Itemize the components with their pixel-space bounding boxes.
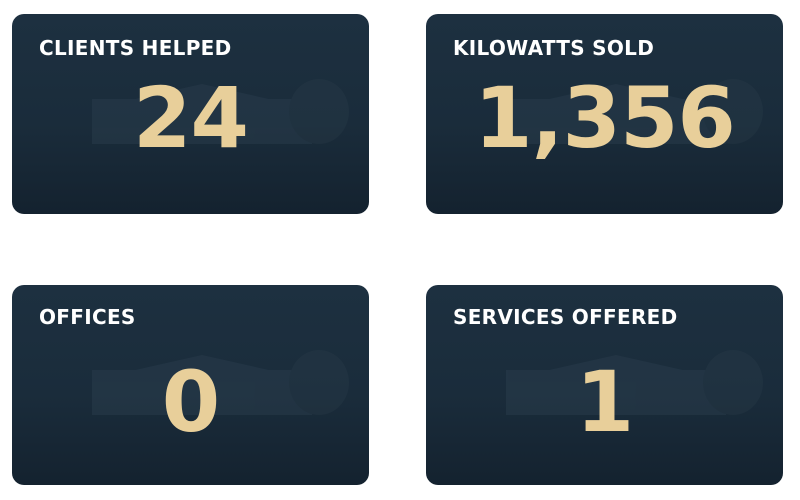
house-background-image	[486, 79, 763, 154]
stat-card-kilowatts-sold: KILOWATTS SOLD 1,356	[426, 14, 783, 214]
stat-value: 1	[575, 353, 634, 451]
house-background-image	[72, 350, 349, 425]
stat-card-services-offered: SERVICES OFFERED 1	[426, 285, 783, 485]
stat-label: SERVICES OFFERED	[453, 305, 678, 329]
stat-card-clients-helped: CLIENTS HELPED 24	[12, 14, 369, 214]
stat-card-offices: OFFICES 0	[12, 285, 369, 485]
house-background-image	[72, 79, 349, 154]
stat-label: CLIENTS HELPED	[39, 36, 232, 60]
stat-label: OFFICES	[39, 305, 136, 329]
house-background-image	[486, 350, 763, 425]
stat-value: 1,356	[474, 69, 736, 167]
stat-label: KILOWATTS SOLD	[453, 36, 655, 60]
stat-value: 0	[161, 353, 220, 451]
stat-value: 24	[133, 69, 249, 167]
